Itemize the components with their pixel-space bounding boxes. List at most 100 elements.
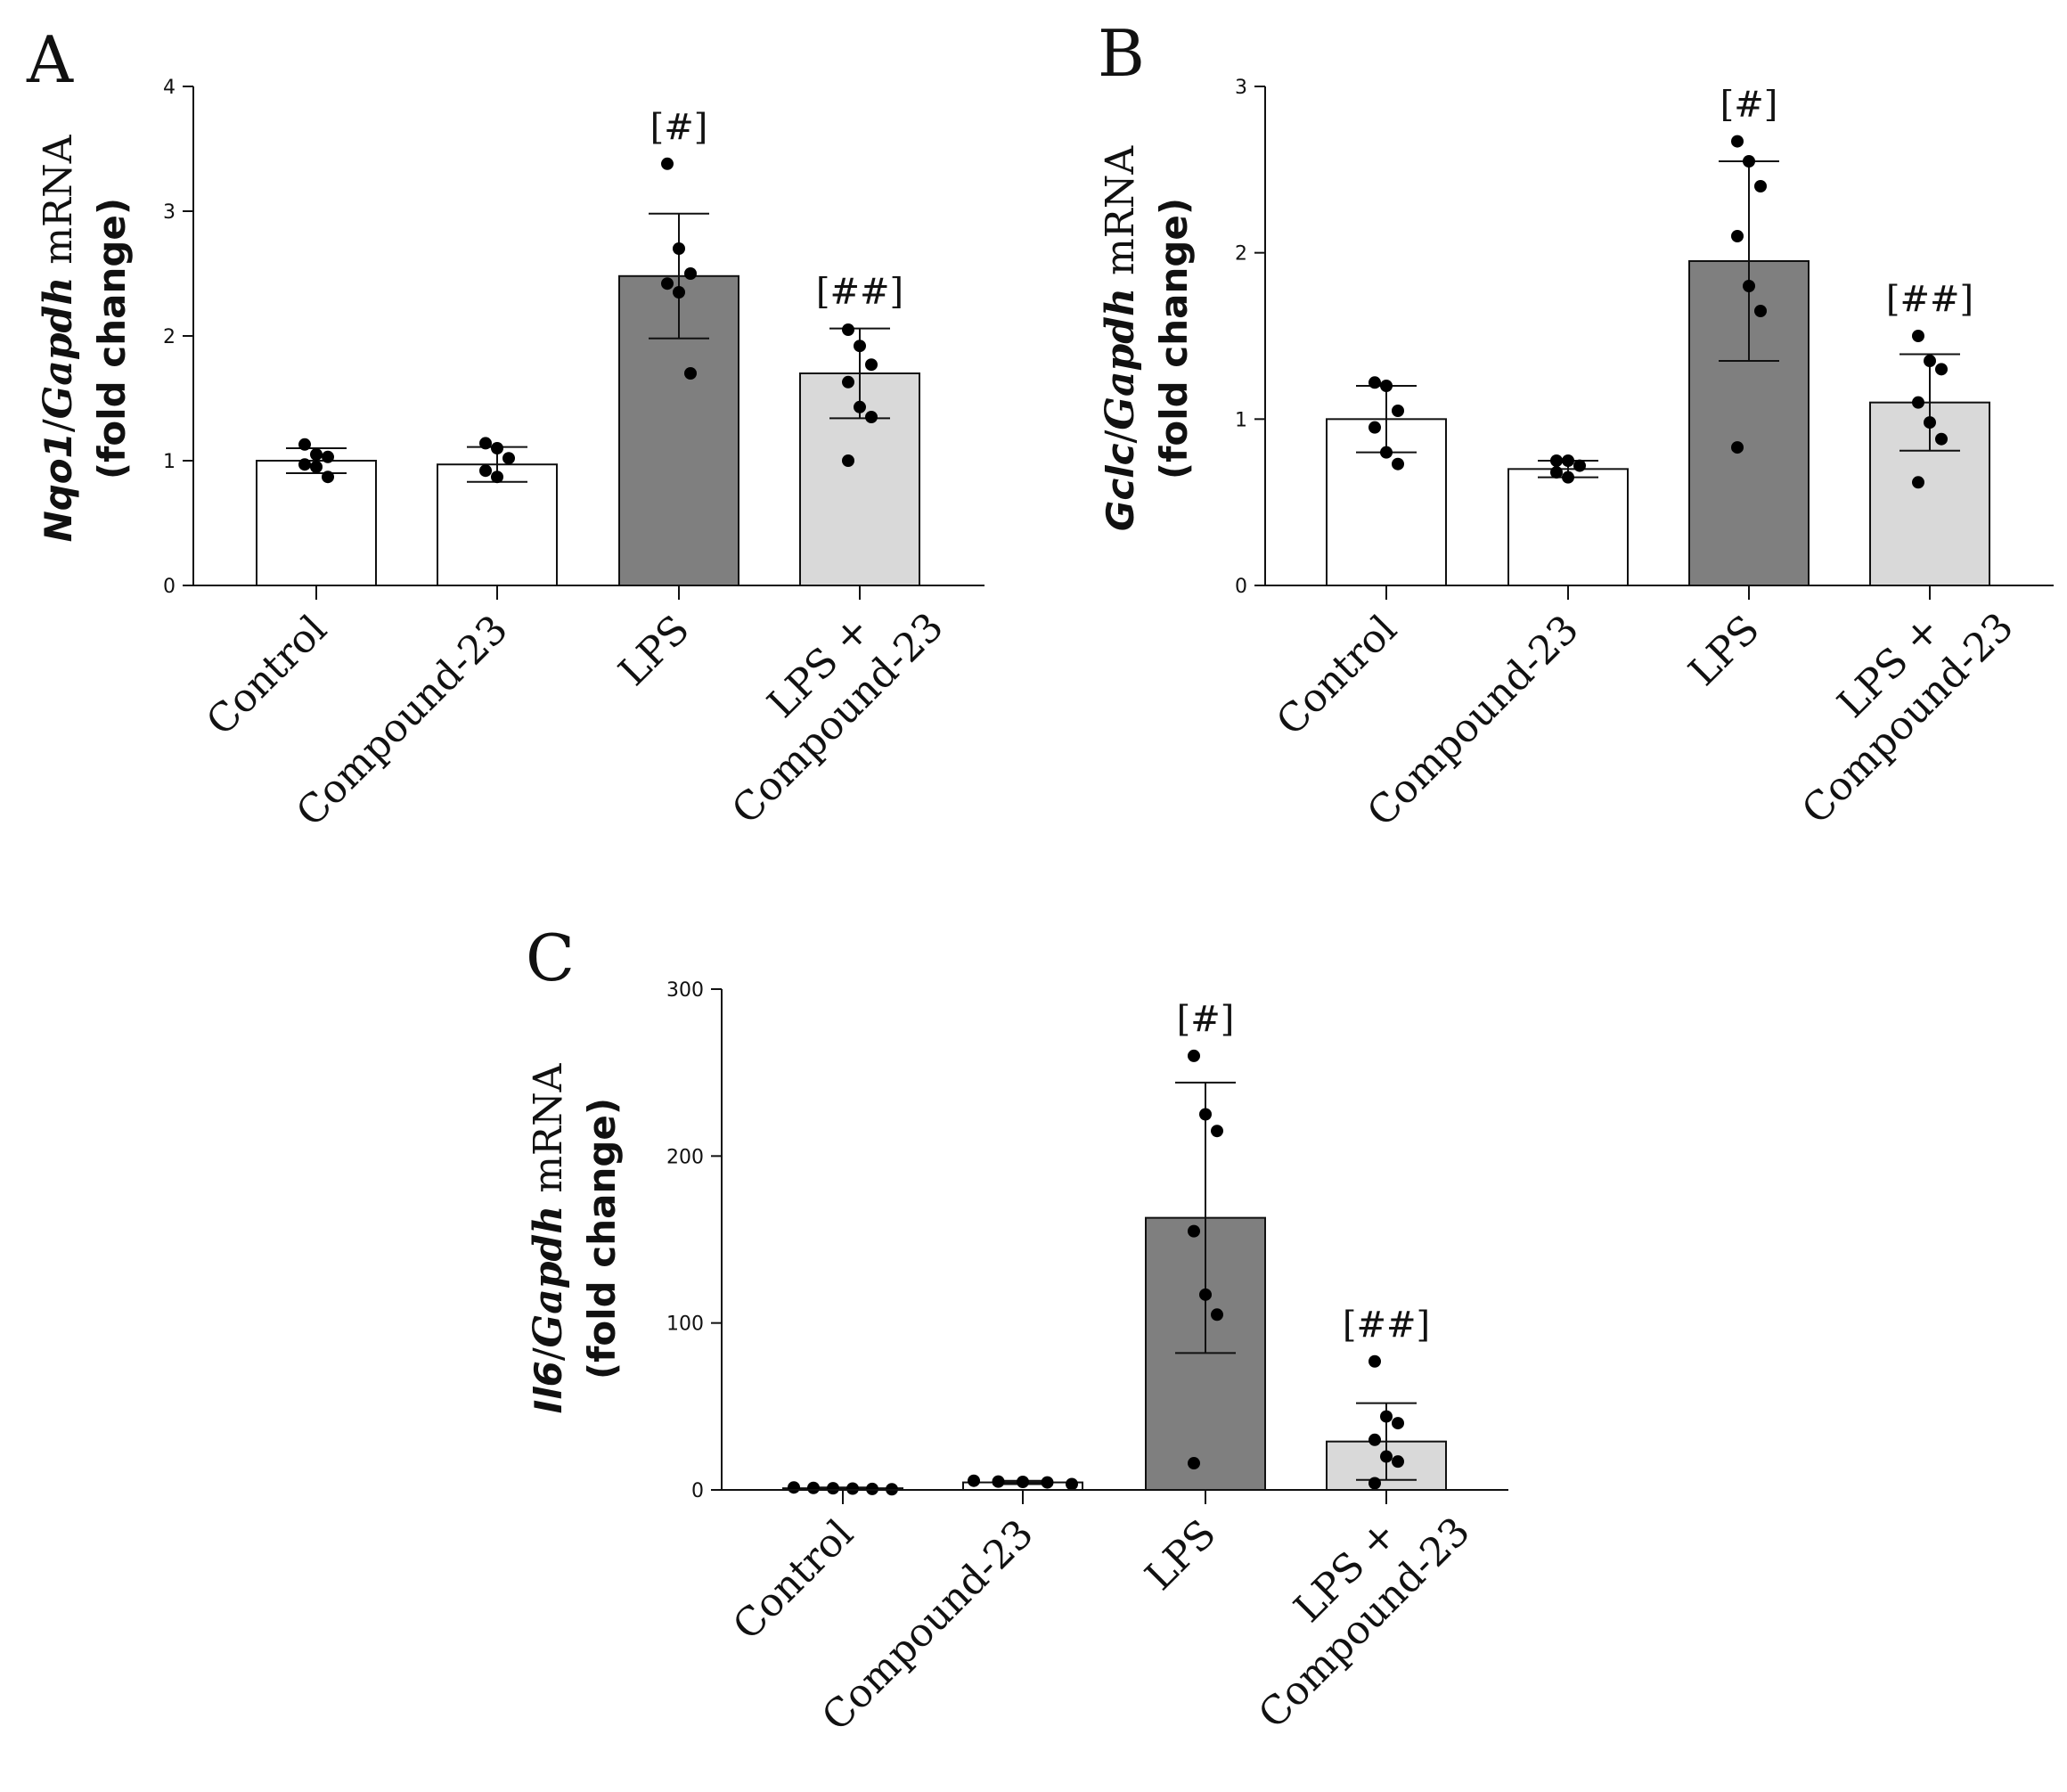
panel-b-bar-1 bbox=[1507, 468, 1629, 586]
panel-b-point-3-3 bbox=[1912, 396, 1924, 409]
panel-a-ytick-label-0: 0 bbox=[163, 576, 176, 598]
panel-c-point-1-1 bbox=[992, 1475, 1005, 1488]
panel-b-point-1-0 bbox=[1550, 454, 1563, 467]
panel-c-point-3-1 bbox=[1380, 1410, 1393, 1423]
panel-c-point-0-3 bbox=[846, 1482, 859, 1495]
panel-c-point-2-3 bbox=[1188, 1224, 1200, 1238]
panel-a-bar-1 bbox=[437, 463, 558, 587]
panel-a-point-2-4 bbox=[673, 286, 685, 299]
panel-c-category-label-2: LPS bbox=[1137, 1511, 1225, 1600]
panel-a-category-label-0: Control bbox=[198, 607, 336, 745]
panel-a-ytick-label-1: 1 bbox=[163, 451, 176, 473]
panel-a-point-3-6 bbox=[842, 454, 854, 467]
panel-b-point-1-4 bbox=[1562, 471, 1574, 484]
panel-b-point-2-0 bbox=[1731, 135, 1744, 148]
panel-a-point-3-4 bbox=[854, 400, 866, 413]
panel-c-errorbar-2 bbox=[1175, 1081, 1236, 1354]
panel-c-letter: C bbox=[526, 921, 575, 995]
panel-c-point-0-1 bbox=[807, 1481, 820, 1494]
panel-a-category-label-2-line-0: LPS bbox=[610, 607, 699, 695]
panel-b-category-label-2-line-0: LPS bbox=[1680, 607, 1769, 695]
panel-c-point-2-2 bbox=[1211, 1125, 1223, 1138]
panel-b-point-3-0 bbox=[1912, 330, 1924, 342]
panel-c-point-1-0 bbox=[968, 1474, 980, 1487]
panel-c-point-2-5 bbox=[1211, 1308, 1223, 1321]
panel-b-point-2-6 bbox=[1731, 441, 1744, 454]
panel-a-point-2-1 bbox=[673, 242, 685, 255]
panel-b-point-3-6 bbox=[1912, 476, 1924, 489]
panel-a-point-1-4 bbox=[491, 471, 503, 484]
panel-b-errorbar-3 bbox=[1900, 353, 1960, 452]
panel-a-ytick-label-3: 3 bbox=[163, 201, 176, 224]
panel-b-ylabel-line1: Gclc/Gapdh mRNA bbox=[1098, 145, 1143, 531]
panel-b-category-label-0: Control bbox=[1268, 607, 1406, 745]
panel-a-point-1-2 bbox=[502, 452, 515, 465]
panel-a-category-label-3: LPS +Compound-23 bbox=[688, 569, 952, 832]
panel-c-category-label-0: Control bbox=[724, 1511, 862, 1649]
panel-b: B Gclc/Gapdh mRNA (fold change) 0 1 2 3 Cont… bbox=[1098, 16, 2054, 836]
panel-a-letter: A bbox=[26, 22, 74, 97]
panel-b-point-1-2 bbox=[1573, 459, 1586, 472]
panel-c-ytick-label-0: 0 bbox=[691, 1480, 704, 1502]
panel-a-ytick-label-4: 4 bbox=[163, 77, 176, 99]
panel-c-point-0-2 bbox=[827, 1482, 839, 1495]
panel-c-point-2-1 bbox=[1199, 1108, 1212, 1121]
panel-b-point-3-4 bbox=[1924, 416, 1936, 430]
panel-a-significance-2: [#] bbox=[650, 107, 708, 148]
panel-b-point-2-2 bbox=[1754, 180, 1767, 192]
panel-c-category-label-3: LPS +Compound-23 bbox=[1214, 1473, 1478, 1737]
panel-c-point-3-4 bbox=[1380, 1450, 1393, 1463]
panel-c-point-3-5 bbox=[1392, 1455, 1404, 1469]
panel-b-point-0-0 bbox=[1368, 376, 1381, 389]
panel-c-point-3-2 bbox=[1392, 1417, 1404, 1430]
panel-b-point-3-1 bbox=[1924, 355, 1936, 367]
panel-a-ytick-label-2: 2 bbox=[163, 326, 176, 348]
panel-a-ylabel-line2: (fold change) bbox=[90, 198, 134, 479]
panel-b-point-2-4 bbox=[1743, 280, 1755, 292]
panel-c-category-label-0-line-0: Control bbox=[724, 1511, 862, 1649]
panel-b-point-0-5 bbox=[1392, 457, 1404, 471]
panel-c-point-2-0 bbox=[1188, 1049, 1200, 1062]
panel-b-point-0-3 bbox=[1368, 421, 1381, 434]
panel-c-category-label-2-line-0: LPS bbox=[1137, 1511, 1225, 1600]
panel-b-point-0-1 bbox=[1380, 380, 1393, 392]
panel-a-point-0-4 bbox=[310, 461, 323, 473]
panel-b-point-3-5 bbox=[1935, 432, 1948, 446]
panel-c-ytick-label-3: 300 bbox=[666, 979, 704, 1002]
panel-b-significance-2: [#] bbox=[1720, 85, 1778, 126]
panel-c-errorbar-0 bbox=[813, 1486, 873, 1491]
panel-c-point-1-4 bbox=[1066, 1477, 1078, 1491]
panel-a-point-2-0 bbox=[661, 157, 674, 170]
panel-a-ylabel-gene: Nqo1 bbox=[37, 432, 80, 542]
panel-a-point-0-0 bbox=[298, 438, 311, 451]
panel-b-point-3-2 bbox=[1935, 363, 1948, 376]
panel-b-ytick-label-1: 1 bbox=[1235, 409, 1247, 431]
panel-a-point-1-3 bbox=[479, 464, 492, 478]
panel-c-significance-2: [#] bbox=[1177, 999, 1235, 1040]
panel-b-category-label-0-line-0: Control bbox=[1268, 607, 1406, 745]
panel-b-point-2-3 bbox=[1731, 230, 1744, 242]
panel-a-errorbar-2 bbox=[649, 212, 709, 340]
panel-a-ylabel-slash: / bbox=[36, 419, 81, 432]
panel-b-point-2-1 bbox=[1743, 155, 1755, 168]
panel-a-point-2-3 bbox=[661, 277, 674, 290]
panel-c-ylabel-line2: (fold change) bbox=[580, 1098, 624, 1379]
panel-a-point-3-5 bbox=[865, 411, 878, 423]
panel-a-ylabel-line1: Nqo1/Gapdh mRNA bbox=[36, 134, 81, 542]
panel-c-ylabel-slash: / bbox=[526, 1347, 571, 1361]
panel-b-letter: B bbox=[1098, 16, 1145, 91]
panel-a-point-1-0 bbox=[479, 437, 492, 450]
panel-a-ylabel-ref: Gapdh bbox=[36, 277, 81, 420]
panel-a-point-0-3 bbox=[298, 458, 311, 471]
panel-b-category-label-3: LPS +Compound-23 bbox=[1758, 569, 2022, 832]
panel-c-ytick-label-1: 100 bbox=[666, 1313, 704, 1336]
panel-a-category-label-0-line-0: Control bbox=[198, 607, 336, 745]
panel-a-point-3-0 bbox=[842, 323, 854, 336]
panel-b-point-1-3 bbox=[1550, 466, 1563, 479]
panel-a-point-0-2 bbox=[322, 450, 334, 463]
panel-c-ylabel-tail: mRNA bbox=[526, 1062, 571, 1205]
